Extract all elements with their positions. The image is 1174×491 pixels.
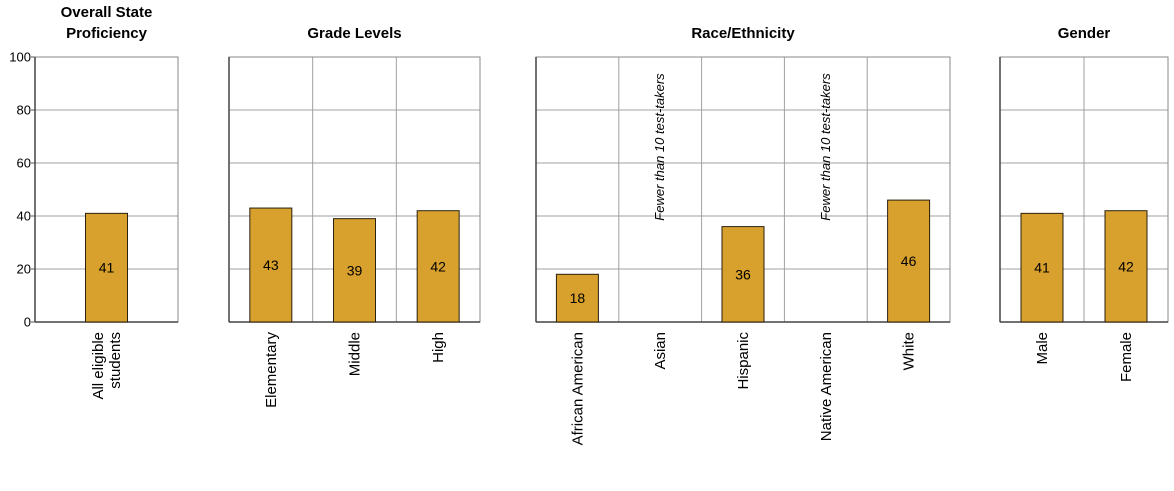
- bar: [416, 210, 460, 323]
- category-label: Middle: [347, 332, 364, 376]
- y-tick-label: 20: [17, 262, 31, 277]
- category-label: African American: [569, 332, 586, 445]
- panel-title: Proficiency: [66, 25, 148, 42]
- bar-value-label: 42: [1118, 258, 1134, 274]
- panel-title: Gender: [1058, 25, 1111, 42]
- y-tick-label: 60: [17, 156, 31, 171]
- bar: [85, 212, 128, 323]
- bar-value-label: 43: [263, 257, 279, 273]
- y-tick-label: 80: [17, 103, 31, 118]
- bar-value-label: 18: [570, 290, 586, 306]
- category-label: Elementary: [263, 332, 280, 408]
- panel-3: Race/Ethnicity 18 African American Fewer th…: [535, 25, 951, 445]
- category-label: Male: [1034, 332, 1051, 365]
- panel-title: Grade Levels: [307, 25, 401, 42]
- bar: [721, 226, 765, 323]
- no-data-note: Fewer than 10 test-takers: [652, 73, 667, 221]
- no-data-note: Fewer than 10 test-takers: [818, 73, 833, 221]
- panel-2: Grade Levels 43 Elementary 39 Middle 42 High: [228, 25, 481, 408]
- bar-value-label: 42: [430, 258, 446, 274]
- category-label: High: [430, 332, 447, 363]
- bar-value-label: 39: [347, 262, 363, 278]
- bar: [1104, 210, 1148, 323]
- bar-value-label: 36: [735, 266, 751, 282]
- panel-4: Gender 41 Male 42 Female: [999, 25, 1169, 382]
- bar-value-label: 41: [1034, 260, 1050, 276]
- category-label: White: [901, 332, 918, 370]
- category-label: Native American: [818, 332, 835, 441]
- category-label: Hispanic: [735, 332, 752, 390]
- bar: [1020, 212, 1064, 323]
- panel-title: Overall State: [61, 4, 153, 21]
- y-tick-label: 100: [9, 50, 31, 65]
- bar: [249, 207, 293, 323]
- category-label: students: [107, 332, 124, 389]
- bar: [887, 199, 931, 323]
- bar: [555, 273, 599, 323]
- category-label: Asian: [652, 332, 669, 370]
- y-tick-label: 40: [17, 209, 31, 224]
- bar: [333, 218, 376, 323]
- bar-value-label: 46: [901, 253, 917, 269]
- panel-title: Race/Ethnicity: [691, 25, 795, 42]
- panel-1: Overall State Proficiency 41 All eligible st…: [34, 4, 179, 400]
- category-label: Female: [1118, 332, 1135, 382]
- bar-value-label: 41: [99, 260, 115, 276]
- y-tick-label: 0: [24, 315, 31, 330]
- category-label: All eligible: [90, 332, 107, 400]
